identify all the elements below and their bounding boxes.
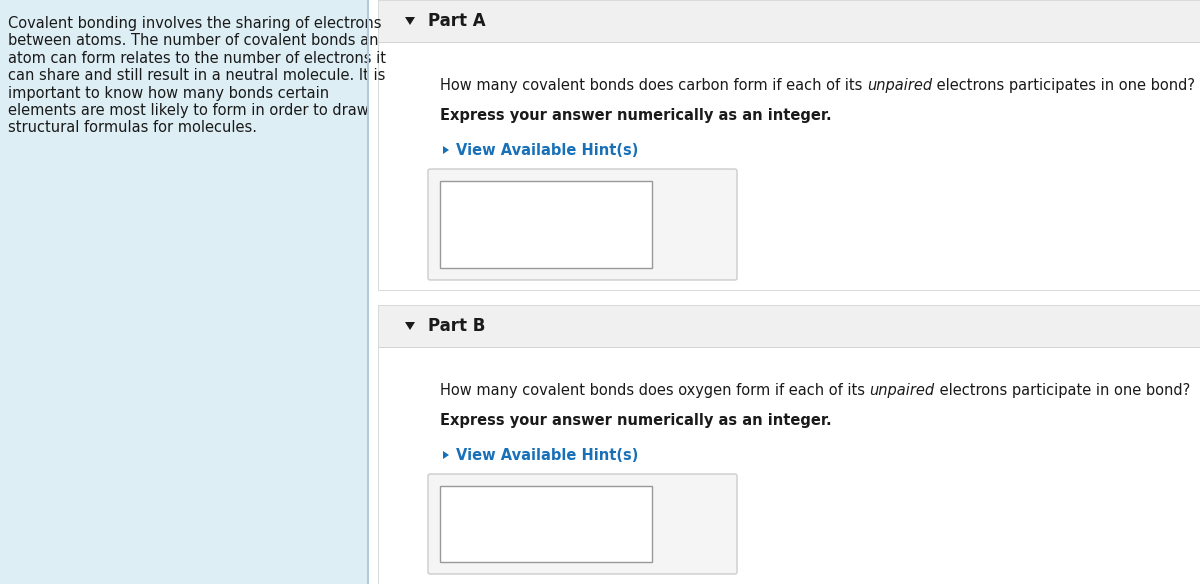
FancyBboxPatch shape [428, 474, 737, 574]
Text: Express your answer numerically as an integer.: Express your answer numerically as an in… [440, 108, 832, 123]
FancyBboxPatch shape [378, 0, 1200, 42]
Polygon shape [443, 451, 449, 459]
Text: Part B: Part B [428, 317, 485, 335]
Text: How many covalent bonds does oxygen form if each of its: How many covalent bonds does oxygen form… [440, 383, 870, 398]
Text: Express your answer numerically as an integer.: Express your answer numerically as an in… [440, 413, 832, 428]
Polygon shape [406, 17, 415, 25]
FancyBboxPatch shape [378, 42, 1200, 290]
FancyBboxPatch shape [378, 347, 1200, 584]
Text: View Available Hint(s): View Available Hint(s) [456, 448, 638, 463]
Text: unpaired: unpaired [870, 383, 935, 398]
Text: electrons participates in one bond?: electrons participates in one bond? [932, 78, 1195, 93]
Text: Part A: Part A [428, 12, 486, 30]
FancyBboxPatch shape [428, 169, 737, 280]
FancyBboxPatch shape [440, 486, 652, 562]
Polygon shape [443, 146, 449, 154]
Polygon shape [406, 322, 415, 330]
Text: Covalent bonding involves the sharing of electrons
between atoms. The number of : Covalent bonding involves the sharing of… [8, 16, 386, 135]
FancyBboxPatch shape [378, 305, 1200, 347]
Text: unpaired: unpaired [866, 78, 932, 93]
Text: electrons participate in one bond?: electrons participate in one bond? [935, 383, 1190, 398]
FancyBboxPatch shape [0, 0, 368, 584]
Text: View Available Hint(s): View Available Hint(s) [456, 143, 638, 158]
FancyBboxPatch shape [440, 181, 652, 268]
Text: How many covalent bonds does carbon form if each of its: How many covalent bonds does carbon form… [440, 78, 866, 93]
